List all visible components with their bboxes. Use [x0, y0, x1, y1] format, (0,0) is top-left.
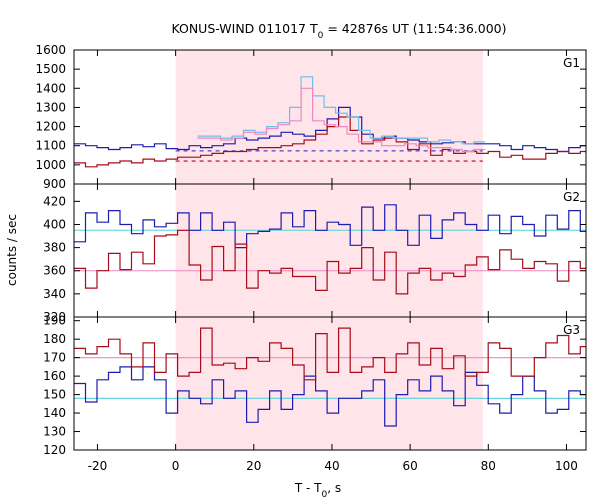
chart-title: KONUS-WIND 011017 T0 = 42876s UT (11:54:…: [171, 21, 506, 41]
x-tick-label-0: -20: [88, 459, 108, 473]
x-axis-label-main: T - T: [294, 481, 322, 495]
panel-label-g2: G2: [563, 190, 580, 204]
panel-g2: 320 340 360 380 400 420 G2: [43, 183, 587, 324]
x-tick-label-2: 20: [246, 459, 261, 473]
panel-frame-g3: [73, 316, 587, 451]
y-tick-label-g1-1: 1000: [35, 158, 66, 172]
y-tick-label-g1-7: 1600: [35, 43, 66, 57]
series-line-g3-0: [74, 366, 586, 427]
y-tick-label-g2-4: 400: [43, 217, 66, 231]
highlight-region-g3: [175, 317, 483, 450]
panel-label-g1: G1: [563, 56, 580, 70]
y-tick-label-g3-0: 120: [43, 443, 66, 457]
y-tick-label-g3-6: 180: [43, 332, 66, 346]
series-line-g1-3: [197, 87, 486, 153]
x-axis-label: T - T0, s: [294, 481, 341, 500]
y-tick-label-g2-2: 360: [43, 264, 66, 278]
y-tick-label-g3-7: 190: [43, 314, 66, 328]
y-tick-label-g1-0: 900: [43, 177, 66, 191]
chart-title-main: KONUS-WIND 011017 T: [171, 21, 317, 36]
series-line-g2-1: [74, 229, 586, 295]
series-line-g2-0: [74, 204, 586, 249]
panel-g1: 900 1000 1100 1200 1300 1400 1500 1600 G1: [35, 43, 587, 191]
x-tick-label-1: 0: [172, 459, 180, 473]
x-axis-label-rest: , s: [327, 481, 341, 495]
y-tick-label-g3-2: 140: [43, 406, 66, 420]
x-tick-label-3: 40: [324, 459, 339, 473]
highlight-region-g1: [175, 50, 483, 184]
y-tick-label-g1-3: 1200: [35, 120, 66, 134]
highlight-region-g2: [175, 184, 483, 317]
y-tick-label-g1-4: 1300: [35, 100, 66, 114]
y-tick-label-g3-5: 170: [43, 351, 66, 365]
chart-title-rest: = 42876s UT (11:54:36.000): [323, 21, 506, 36]
y-tick-label-g3-4: 160: [43, 369, 66, 383]
y-tick-label-g1-2: 1100: [35, 139, 66, 153]
y-tick-label-g2-5: 420: [43, 194, 66, 208]
y-tick-label-g2-3: 380: [43, 241, 66, 255]
y-tick-label-g1-5: 1400: [35, 81, 66, 95]
series-line-g3-1: [74, 327, 586, 381]
x-axis-label-subscript: 0: [322, 490, 328, 500]
x-tick-label-6: 100: [555, 459, 578, 473]
y-tick-label-g3-3: 150: [43, 388, 66, 402]
x-tick-label-5: 80: [481, 459, 496, 473]
panels-group: 9001000110012001300140015001600G13203403…: [35, 43, 587, 473]
y-tick-label-g2-1: 340: [43, 287, 66, 301]
series-line-g1-1: [74, 116, 586, 168]
y-tick-label-g2-0: 320: [43, 310, 66, 324]
y-tick-label-g1-6: 1500: [35, 62, 66, 76]
x-tick-label-4: 60: [402, 459, 417, 473]
y-axis-label: counts / sec: [5, 214, 19, 286]
panel-g3: 120 130 140 150 160 170 180 190 G3: [43, 314, 587, 457]
chart-title-subscript: 0: [318, 31, 324, 41]
y-tick-label-g3-1: 130: [43, 425, 66, 439]
series-line-g1-2: [197, 76, 486, 145]
panel-label-g3: G3: [563, 323, 580, 337]
